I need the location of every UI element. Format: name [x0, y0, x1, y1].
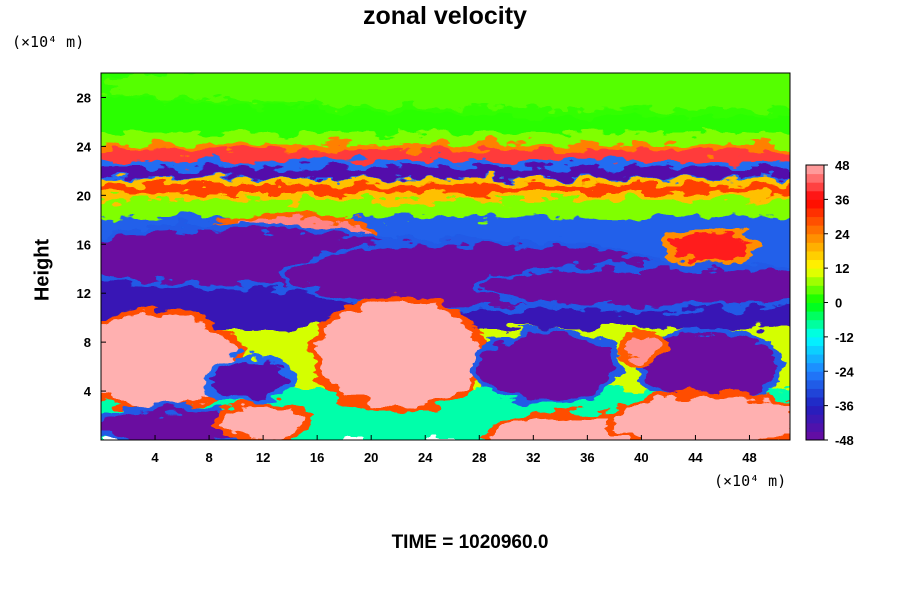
x-tick-label: 32 — [526, 450, 540, 465]
y-tick-label: 24 — [77, 139, 92, 154]
colorbar-swatch — [806, 242, 824, 252]
x-tick-label: 44 — [688, 450, 703, 465]
field-feature — [614, 397, 790, 440]
colorbar-swatch — [806, 259, 824, 269]
field-feature — [479, 333, 615, 400]
y-axis-unit: (×10⁴ m) — [12, 33, 85, 51]
colorbar-swatch — [806, 165, 824, 175]
colorbar-swatch — [806, 328, 824, 338]
colorbar-swatch — [806, 293, 824, 303]
x-tick-label: 40 — [634, 450, 648, 465]
colorbar-swatch — [806, 225, 824, 235]
field-feature — [641, 332, 777, 401]
y-tick-label: 28 — [77, 90, 91, 105]
x-tick-label: 20 — [364, 450, 378, 465]
field-feature — [668, 232, 750, 262]
field-feature — [101, 184, 790, 195]
colorbar-swatch — [806, 268, 824, 278]
field-feature — [625, 336, 658, 361]
colorbar-swatch — [806, 379, 824, 389]
colorbar-swatch — [806, 285, 824, 295]
colorbar-swatch — [806, 371, 824, 381]
colorbar-swatch — [806, 336, 824, 346]
x-tick-label: 24 — [418, 450, 433, 465]
colorbar-tick-label: 0 — [835, 296, 842, 311]
y-tick-label: 4 — [84, 384, 92, 399]
colorbar-swatch — [806, 362, 824, 372]
colorbar-swatch — [806, 388, 824, 398]
colorbar-swatch — [806, 311, 824, 321]
colorbar-tick-label: -48 — [835, 433, 854, 448]
colorbar-tick-label: 36 — [835, 192, 849, 207]
x-tick-label: 16 — [310, 450, 324, 465]
colorbar-swatch — [806, 250, 824, 261]
field-feature — [222, 406, 304, 437]
colorbar-swatch — [806, 354, 824, 364]
plot-frame — [100, 72, 791, 441]
field-feature — [101, 73, 790, 110]
colorbar-swatch — [806, 302, 824, 312]
colorbar-swatch — [806, 182, 824, 192]
colorbar-tick-label: -12 — [835, 330, 854, 345]
colorbar-swatch — [806, 405, 824, 415]
colorbar-swatch — [806, 233, 824, 243]
y-tick-label: 20 — [77, 188, 91, 203]
field-feature — [211, 360, 288, 398]
colorbar-swatch — [806, 199, 824, 209]
colorbar-swatch — [806, 276, 824, 286]
x-tick-label: 28 — [472, 450, 486, 465]
colorbar-swatch — [806, 414, 824, 424]
colorbar-tick-label: -36 — [835, 399, 854, 414]
field-feature — [317, 301, 480, 407]
x-axis-unit: (×10⁴ m) — [714, 472, 787, 490]
colorbar-swatch — [806, 216, 824, 226]
colorbar-swatch — [806, 431, 824, 441]
field-feature — [101, 314, 237, 407]
field-feature — [101, 410, 237, 440]
field-feature — [101, 150, 790, 163]
x-tick-label: 4 — [151, 450, 159, 465]
chart-title: zonal velocity — [363, 2, 527, 30]
colorbar-tick-label: 12 — [835, 261, 849, 276]
colorbar: 48 36 24 12 0 -12 -24 -36 -48 — [805, 158, 855, 448]
colorbar-swatch — [806, 422, 824, 432]
colorbar-swatch — [806, 397, 824, 407]
colorbar-tick-label: -24 — [835, 364, 855, 379]
time-label: TIME = 1020960.0 — [391, 532, 549, 553]
colorbar-swatch — [806, 207, 824, 218]
y-tick-label: 8 — [84, 335, 91, 350]
y-tick-label: 16 — [77, 237, 91, 252]
colorbar-swatch — [806, 319, 824, 329]
field-feature — [479, 268, 790, 306]
colorbar-tick-label: 24 — [835, 227, 850, 242]
colorbar-swatch — [806, 190, 824, 200]
y-tick-label: 12 — [77, 286, 91, 301]
x-tick-label: 12 — [256, 450, 270, 465]
x-tick-label: 36 — [580, 450, 594, 465]
x-tick-label: 48 — [742, 450, 756, 465]
x-tick-label: 8 — [205, 450, 212, 465]
colorbar-swatch — [806, 345, 824, 355]
velocity-field — [101, 73, 790, 440]
field-feature — [101, 166, 790, 178]
colorbar-swatch — [806, 173, 824, 183]
colorbar-tick-label: 48 — [835, 158, 849, 173]
